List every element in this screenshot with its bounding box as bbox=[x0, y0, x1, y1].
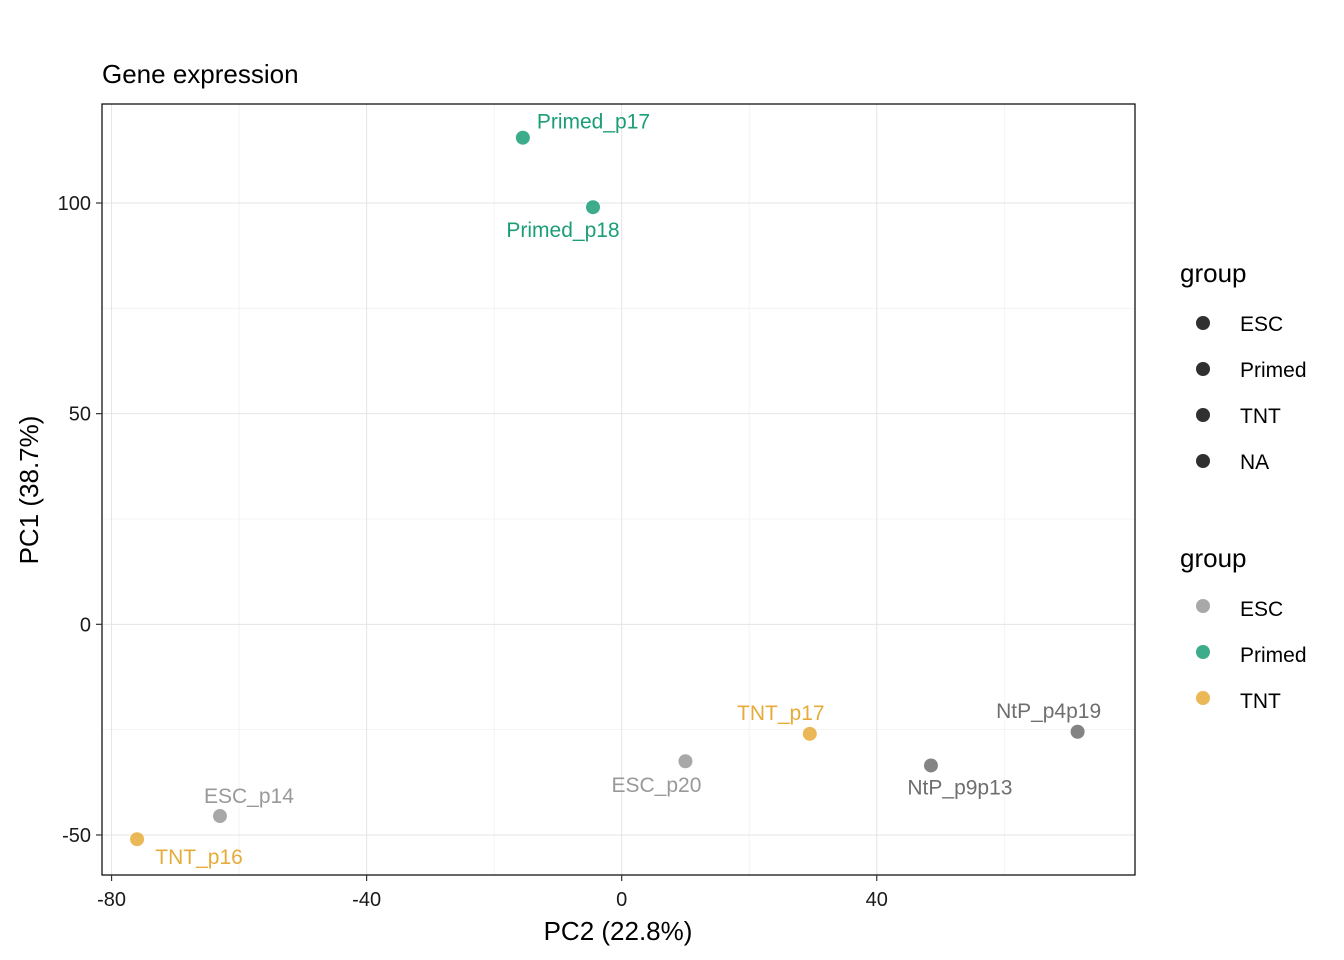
legend2-label: Primed bbox=[1240, 644, 1307, 667]
legend2-key bbox=[1196, 691, 1210, 705]
legend2-key bbox=[1196, 599, 1210, 613]
axes: -80 -40 0 40 -50 0 50 100 bbox=[58, 193, 888, 911]
point-label: Primed_p17 bbox=[537, 111, 650, 134]
x-tick-label: -40 bbox=[352, 889, 381, 911]
legend2-title: group bbox=[1180, 543, 1247, 573]
chart-title: Gene expression bbox=[102, 59, 299, 89]
data-point-tnt_p16 bbox=[130, 832, 145, 847]
point-label: NtP_p4p19 bbox=[996, 700, 1101, 723]
legend2-key bbox=[1196, 645, 1210, 659]
data-point-esc_p14 bbox=[212, 809, 227, 824]
data-point-ntp_p4p19 bbox=[1070, 724, 1085, 739]
x-axis-label: PC2 (22.8%) bbox=[544, 916, 693, 946]
plot-panel-border bbox=[101, 103, 1136, 876]
legend1-label: TNT bbox=[1240, 405, 1281, 428]
y-tick-label: 100 bbox=[58, 193, 91, 215]
y-axis-label: PC1 (38.7%) bbox=[14, 416, 44, 565]
x-tick-label: -80 bbox=[97, 889, 126, 911]
point-label: ESC_p14 bbox=[204, 785, 294, 808]
legend1-title: group bbox=[1180, 258, 1247, 288]
y-tick-label: -50 bbox=[62, 825, 91, 847]
legend-group-shape: group ESC Primed TNT NA bbox=[1180, 258, 1307, 474]
legend2-label: ESC bbox=[1240, 598, 1283, 621]
y-tick-label: 0 bbox=[80, 614, 91, 636]
data-point-esc_p20 bbox=[678, 754, 693, 769]
legend1-label: NA bbox=[1240, 451, 1269, 474]
data-point-primed_p18 bbox=[585, 200, 600, 215]
point-labels-layer: Primed_p17 Primed_p18 TNT_p17 ESC_p20 NtP_p9… bbox=[155, 111, 1101, 869]
legend-group-color: group ESC Primed TNT bbox=[1180, 543, 1307, 713]
data-point-primed_p17 bbox=[515, 130, 530, 145]
point-label: TNT_p17 bbox=[737, 702, 825, 725]
x-tick-label: 0 bbox=[616, 889, 627, 911]
point-label: ESC_p20 bbox=[612, 774, 702, 797]
y-tick-label: 50 bbox=[69, 404, 91, 426]
x-tick-label: 40 bbox=[866, 889, 888, 911]
points-layer bbox=[130, 130, 1085, 847]
point-label: NtP_p9p13 bbox=[907, 776, 1012, 799]
point-label: Primed_p18 bbox=[506, 219, 619, 242]
data-point-ntp_p9p13 bbox=[923, 758, 938, 773]
legend2-label: TNT bbox=[1240, 690, 1281, 713]
legend1-key bbox=[1196, 454, 1210, 468]
legend1-label: Primed bbox=[1240, 359, 1307, 382]
legend1-label: ESC bbox=[1240, 313, 1283, 336]
legend1-key bbox=[1196, 408, 1210, 422]
point-label: TNT_p16 bbox=[155, 846, 243, 869]
data-point-tnt_p17 bbox=[802, 726, 817, 741]
gridlines bbox=[102, 104, 1135, 875]
legend1-key bbox=[1196, 316, 1210, 330]
legend1-key bbox=[1196, 362, 1210, 376]
